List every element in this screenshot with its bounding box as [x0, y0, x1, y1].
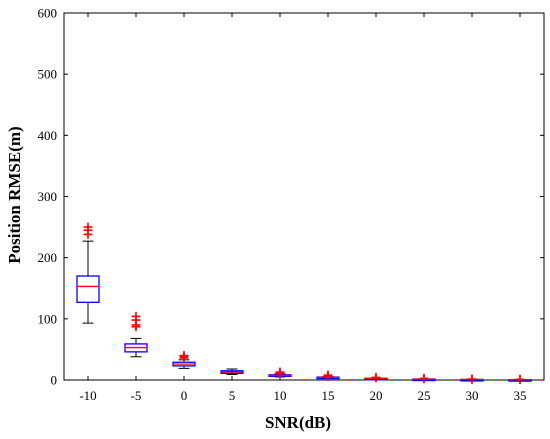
x-tick-label: 30: [466, 388, 479, 403]
y-tick-label: 600: [38, 6, 58, 21]
plot-area: 0 100 200 300 400 500 600 -10 -5 0 5 10 15 20 25 30 35: [38, 6, 545, 403]
x-tick-label: 20: [370, 388, 383, 403]
y-tick-label: 300: [38, 189, 58, 204]
x-tick-label: 25: [418, 388, 431, 403]
x-tick-label: 5: [229, 388, 236, 403]
y-tick-label: 100: [38, 311, 58, 326]
x-tick-label: -10: [79, 388, 96, 403]
x-axis-title: SNR(dB): [265, 413, 331, 432]
y-tick-label: 400: [38, 128, 58, 143]
x-tick-label: 0: [181, 388, 188, 403]
y-tick-label: 0: [51, 373, 58, 388]
y-tick-label: 500: [38, 67, 58, 82]
x-tick-label: 10: [274, 388, 287, 403]
x-tick-label: -5: [131, 388, 142, 403]
y-tick-label: 200: [38, 250, 58, 265]
x-tick-label: 15: [322, 388, 335, 403]
y-axis-title: Position RMSE(m): [5, 126, 24, 263]
box-iqr: [76, 275, 100, 303]
x-tick-label: 35: [514, 388, 527, 403]
